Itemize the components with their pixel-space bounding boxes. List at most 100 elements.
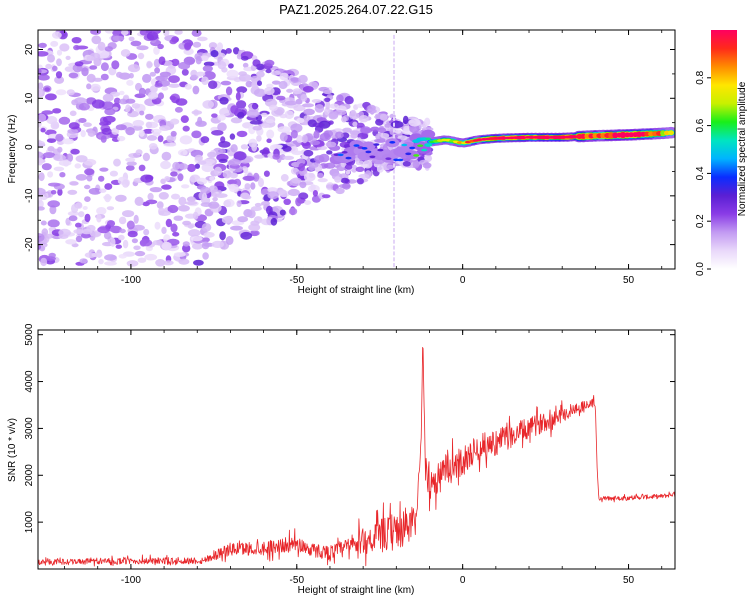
spectrogram-blob bbox=[377, 127, 387, 133]
spectrogram-artifact bbox=[393, 239, 395, 244]
spectrogram-blob bbox=[152, 132, 161, 137]
spectrogram-blob bbox=[267, 191, 279, 200]
spectrogram-blob bbox=[160, 160, 171, 170]
spectrogram-blob bbox=[97, 41, 106, 51]
spectrogram-blob bbox=[201, 241, 210, 250]
colorbar-label: Normalized spectral amplitude bbox=[737, 81, 748, 216]
spectrogram-blob bbox=[111, 60, 120, 70]
spectrogram-blob bbox=[182, 220, 192, 226]
spectrogram-artifact bbox=[393, 228, 395, 232]
spectrogram-artifact bbox=[393, 245, 395, 250]
spectrogram-blob bbox=[57, 146, 63, 153]
spectrogram-ridge bbox=[329, 126, 675, 165]
spectrogram-blob bbox=[214, 193, 228, 199]
x-tick-label: -50 bbox=[290, 275, 305, 286]
spectrogram-blob bbox=[55, 133, 64, 142]
spectrogram-blob bbox=[217, 122, 227, 132]
spectrogram-blob bbox=[311, 99, 322, 103]
spectrogram-blob bbox=[163, 142, 177, 147]
spectrogram-blob bbox=[298, 163, 306, 172]
spectrogram-blob bbox=[75, 155, 88, 163]
spectrogram-blob bbox=[120, 49, 131, 57]
spectrogram-blob bbox=[128, 36, 135, 42]
spectrogram-blob bbox=[190, 74, 199, 80]
spectrogram-frame bbox=[37, 29, 676, 270]
spectrogram-blob bbox=[298, 74, 308, 84]
spectrogram-blob bbox=[146, 61, 153, 68]
spectrogram-blob bbox=[211, 130, 224, 136]
spectrogram-blob bbox=[146, 135, 158, 141]
spectrogram-ridge-cell bbox=[425, 137, 432, 141]
spectrogram-blob bbox=[104, 261, 117, 266]
spectrogram-ridge-cell bbox=[365, 150, 372, 154]
spectrogram-blob bbox=[149, 71, 156, 77]
spectrogram-blob bbox=[178, 61, 191, 70]
spectrogram-blob bbox=[47, 171, 54, 178]
spectrogram-blob bbox=[196, 177, 208, 185]
spectrogram-blob bbox=[217, 114, 226, 121]
spectrogram-blob bbox=[69, 181, 79, 186]
spectrogram-blob bbox=[185, 201, 198, 205]
spectrogram-blob bbox=[142, 73, 152, 83]
spectrogram-blob bbox=[254, 202, 262, 207]
spectrogram-blob bbox=[191, 30, 202, 37]
spectrogram-blob bbox=[171, 58, 180, 67]
spectrogram-blob bbox=[149, 85, 158, 93]
spectrogram-blob bbox=[184, 83, 192, 90]
spectrogram-blob bbox=[172, 232, 180, 237]
spectrogram-blob bbox=[350, 132, 358, 139]
spectrogram-blob bbox=[309, 140, 321, 146]
spectrogram-blob bbox=[89, 65, 98, 70]
spectrogram-blob bbox=[302, 86, 314, 93]
spectrogram-blob bbox=[340, 177, 350, 184]
spectrogram-blob bbox=[260, 123, 270, 129]
spectrogram-blob bbox=[236, 86, 248, 94]
spectrogram-blob bbox=[186, 196, 196, 202]
spectrogram-blob bbox=[295, 197, 302, 207]
spectrogram-blob bbox=[50, 40, 59, 47]
spectrogram-blob bbox=[233, 47, 240, 55]
spectrogram-blob bbox=[197, 116, 203, 126]
spectrogram-blob bbox=[156, 201, 164, 209]
spectrogram-blob bbox=[192, 211, 199, 220]
spectrogram-blob bbox=[159, 125, 171, 131]
spectrogram-blob bbox=[143, 228, 150, 236]
spectrogram-blob bbox=[161, 86, 169, 91]
spectrogram-blob bbox=[197, 36, 208, 42]
spectrogram-blob bbox=[218, 141, 231, 148]
spectrogram-blob bbox=[131, 125, 143, 131]
spectrogram-blob bbox=[219, 231, 226, 241]
spectrogram-artifact bbox=[393, 269, 395, 273]
spectrogram-artifact bbox=[393, 210, 395, 215]
spectrogram-blob bbox=[151, 30, 162, 34]
spectrogram-blob bbox=[312, 122, 325, 128]
spectrogram-blob bbox=[52, 65, 58, 72]
spectrogram-blob bbox=[191, 110, 203, 115]
spectrogram-blob bbox=[38, 187, 46, 196]
spectrogram-blob bbox=[386, 164, 394, 170]
spectrogram-blob bbox=[314, 155, 325, 164]
spectrogram-blob bbox=[73, 44, 80, 51]
y-tick-label: 3000 bbox=[24, 417, 35, 440]
spectrogram-blob bbox=[240, 55, 249, 61]
colorbar-tick-label: 0.0 bbox=[695, 262, 706, 276]
spectrogram-blob bbox=[147, 91, 159, 100]
spectrogram-blob bbox=[154, 83, 163, 88]
spectrogram-blob bbox=[38, 157, 44, 166]
spectrogram-blob bbox=[313, 130, 320, 139]
spectrogram-blob bbox=[191, 243, 204, 250]
spectrogram-blob bbox=[45, 93, 57, 101]
spectrogram-blob bbox=[148, 143, 158, 150]
spectrogram-blob bbox=[68, 122, 80, 130]
spectrogram-blob bbox=[165, 218, 173, 228]
spectrogram-blob bbox=[52, 108, 62, 114]
spectrogram-blob bbox=[317, 172, 324, 179]
spectrogram-blob bbox=[133, 214, 139, 224]
spectrogram-blob bbox=[38, 74, 50, 81]
spectrogram-blob bbox=[208, 185, 218, 193]
spectrogram-artifact bbox=[393, 233, 395, 238]
spectrogram-artifact bbox=[393, 52, 395, 57]
spectrogram-blob bbox=[251, 102, 259, 110]
spectrogram-blob bbox=[412, 160, 420, 169]
